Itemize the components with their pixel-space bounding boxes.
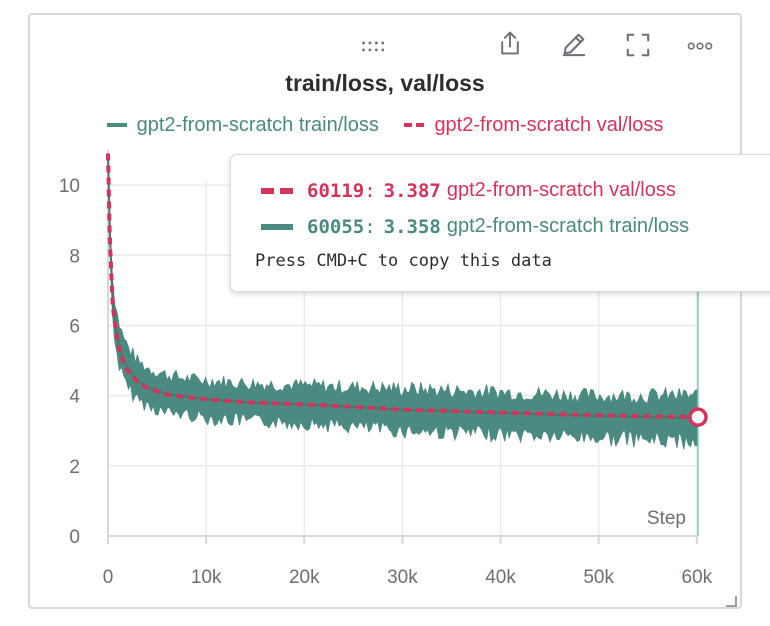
tooltip-step-val: 60119: [307, 179, 365, 202]
export-icon[interactable]: [496, 30, 524, 56]
fullscreen-icon[interactable]: [624, 32, 652, 58]
x-axis-label: Step: [647, 508, 686, 529]
legend-swatch-train: [106, 123, 127, 127]
legend-swatch-val: [404, 123, 425, 127]
x-tick-label: 40k: [485, 567, 516, 588]
tooltip-series-val: gpt2-from-scratch val/loss: [446, 179, 676, 201]
legend-label-train: gpt2-from-scratch train/loss: [136, 113, 379, 136]
y-tick-label: 0: [69, 527, 80, 548]
val-loss-line: [106, 153, 698, 420]
y-tick-label: 10: [59, 176, 80, 197]
more-icon[interactable]: [686, 34, 714, 60]
tooltip-row-val: 60119 : 3.387 gpt2-from-scratch val/loss: [261, 179, 676, 202]
tooltip-swatch-val: [261, 187, 293, 194]
hover-marker: [688, 407, 708, 427]
y-tick-label: 4: [69, 387, 80, 408]
tooltip-value-train: 3.358: [383, 215, 441, 238]
tooltip-swatch-train: [261, 223, 293, 230]
x-tick-label: 30k: [387, 567, 418, 588]
legend-item-val[interactable]: gpt2-from-scratch val/loss: [404, 114, 663, 137]
tooltip-separator: :: [364, 215, 376, 238]
axes: 0 2 4 6 8 10 0 10k 20k 30k 40k 50k 60k Step: [59, 150, 713, 588]
drag-handle-icon[interactable]: [360, 34, 388, 60]
chart-panel: [28, 13, 742, 609]
resize-handle-icon[interactable]: [724, 594, 738, 608]
tooltip-series-train: gpt2-from-scratch train/loss: [446, 215, 690, 237]
tooltip-copy-hint: Press CMD+C to copy this data: [255, 251, 552, 271]
tooltip-row-train: 60055 : 3.358 gpt2-from-scratch train/lo…: [261, 215, 689, 238]
x-tick-label: 60k: [682, 567, 713, 588]
legend-item-train[interactable]: gpt2-from-scratch train/loss: [106, 113, 379, 137]
y-tick-label: 8: [69, 246, 80, 267]
y-tick-label: 6: [69, 316, 80, 337]
x-tick-label: 0: [103, 567, 114, 588]
tooltip-separator: :: [364, 179, 376, 202]
y-tick-label: 2: [69, 457, 80, 478]
tooltip-value-val: 3.387: [383, 179, 441, 202]
edit-icon[interactable]: [560, 31, 588, 57]
x-tick-label: 10k: [191, 567, 222, 588]
hover-tooltip: 60119 : 3.387 gpt2-from-scratch val/loss…: [230, 154, 770, 292]
hover-layer: [688, 290, 708, 536]
x-tick-label: 20k: [289, 567, 320, 588]
tooltip-step-train: 60055: [307, 215, 365, 238]
chart-legend: gpt2-from-scratch train/loss gpt2-from-s…: [0, 110, 770, 137]
x-tick-label: 50k: [583, 567, 614, 588]
legend-label-val: gpt2-from-scratch val/loss: [434, 113, 664, 136]
chart-title: train/loss, val/loss: [285, 70, 485, 96]
